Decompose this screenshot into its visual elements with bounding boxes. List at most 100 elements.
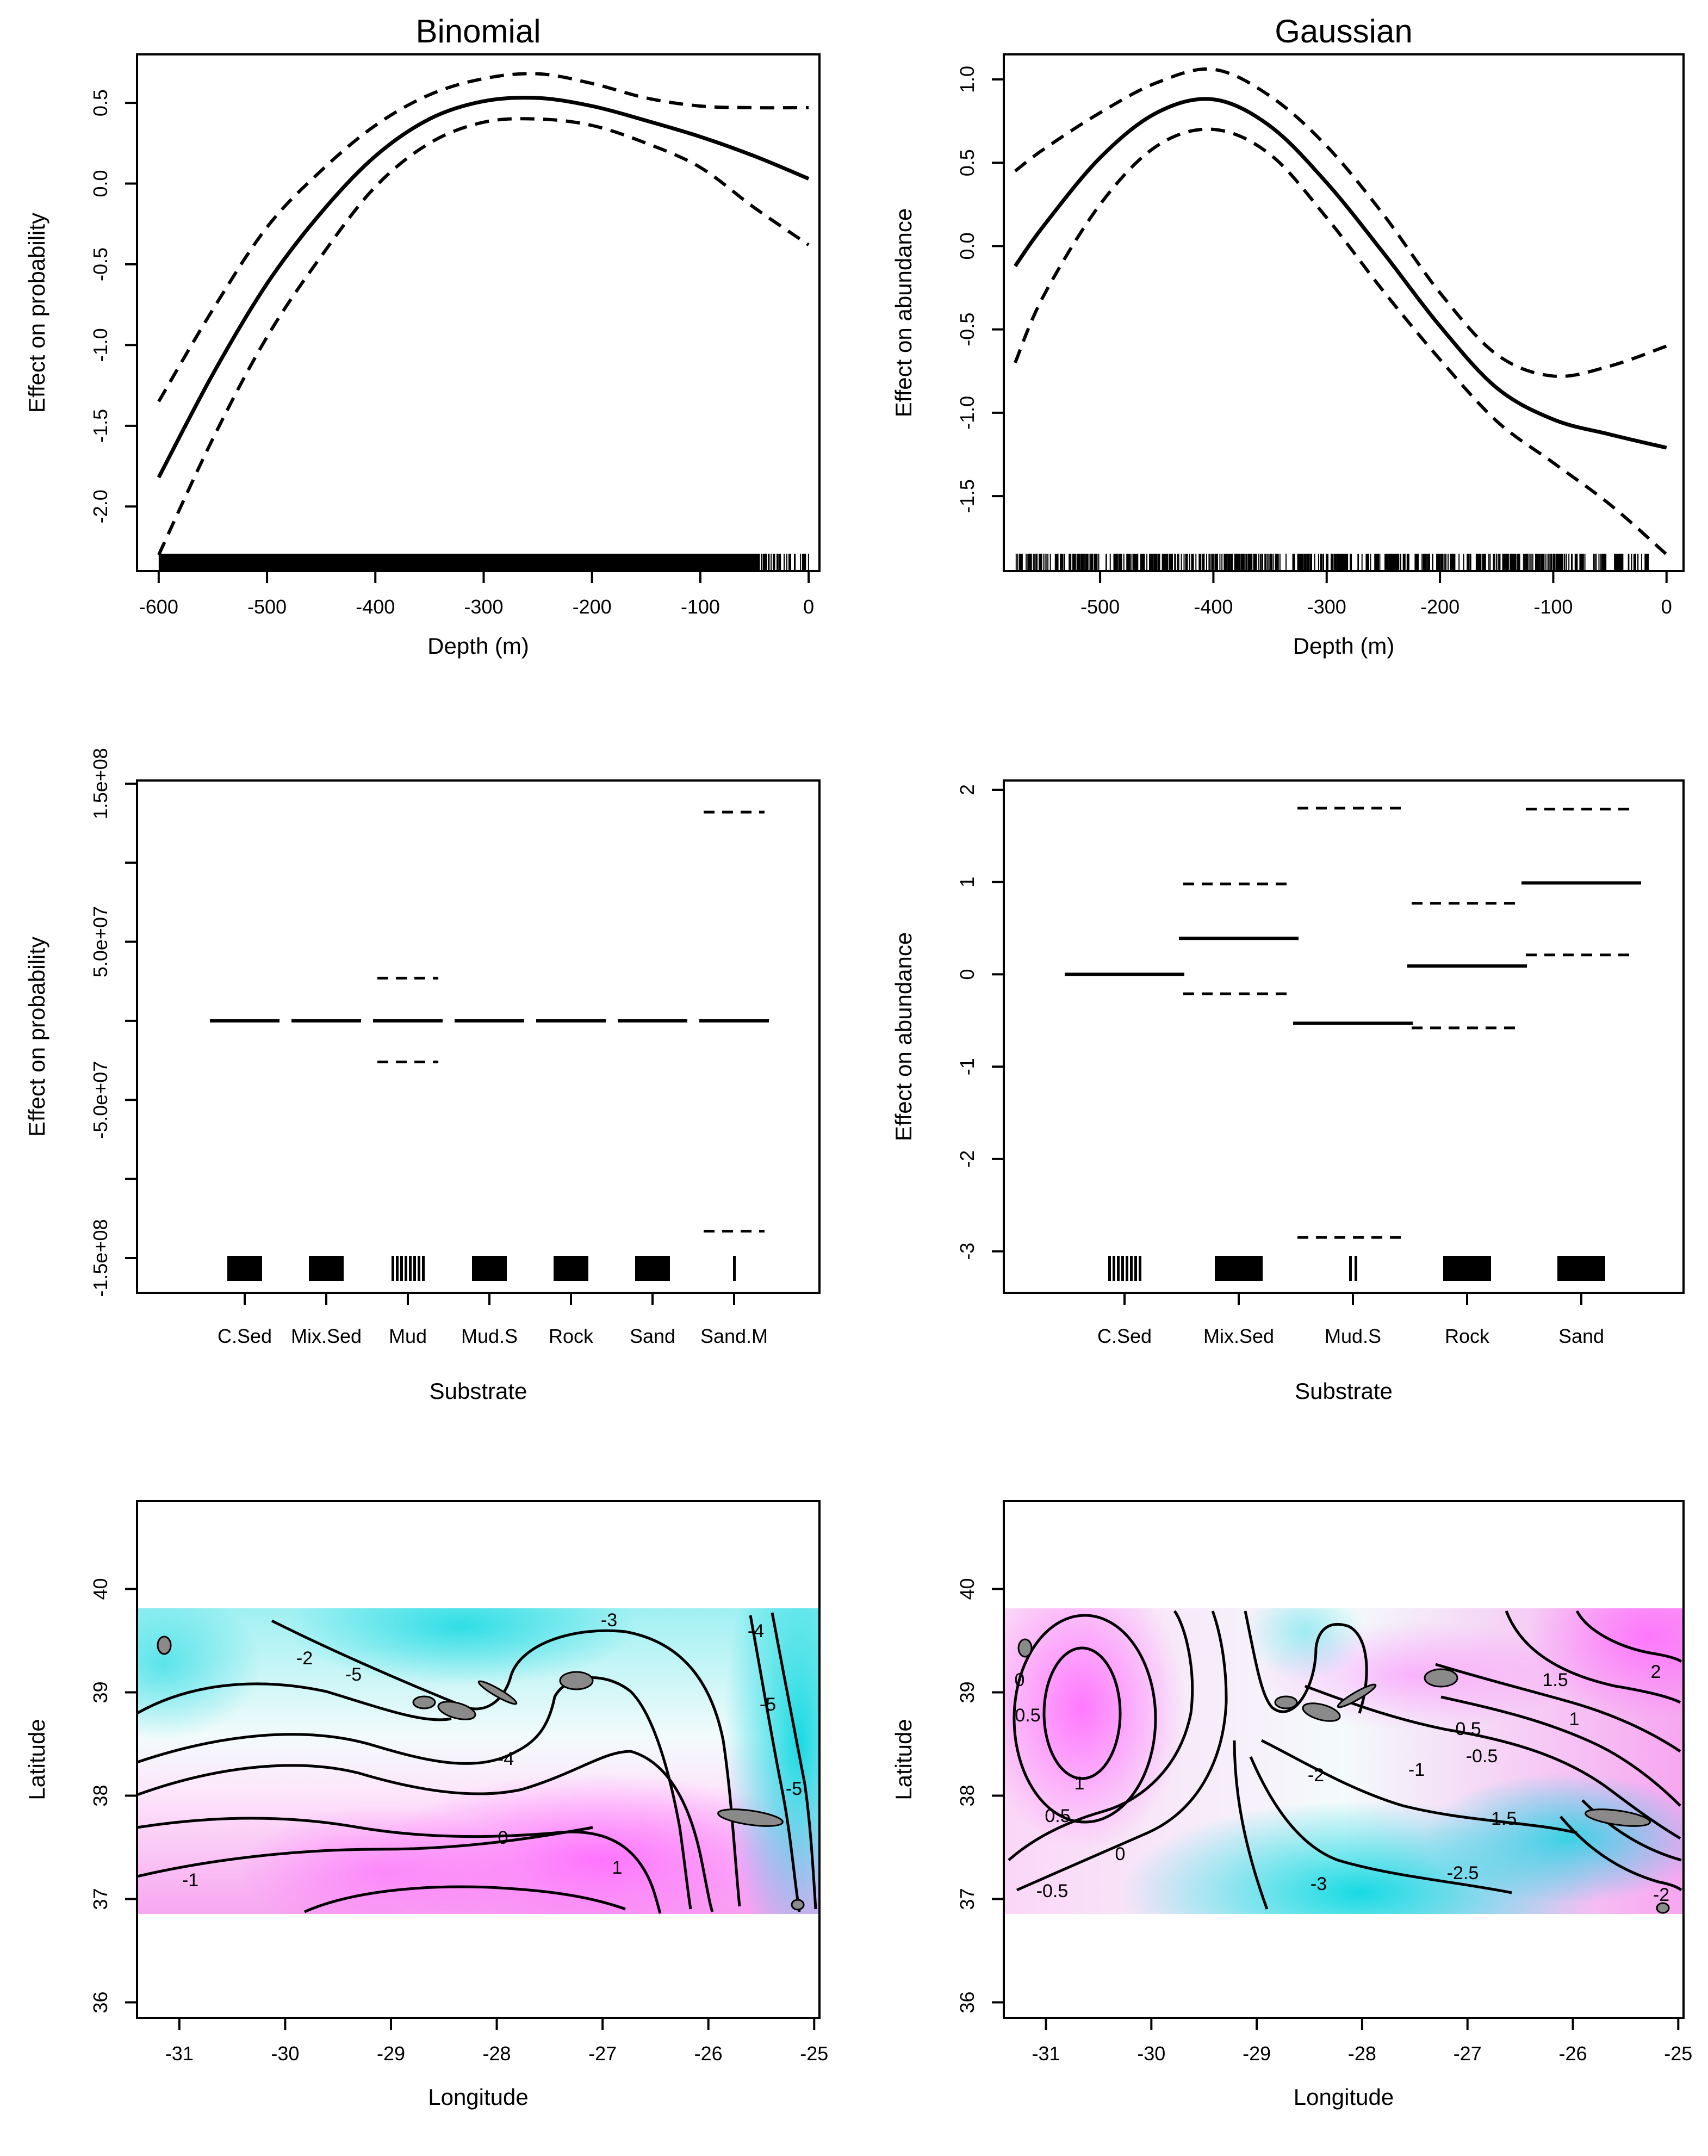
contour-label-text: -1	[182, 1870, 198, 1891]
x-tick-label: -28	[483, 2042, 511, 2065]
y-tick-label: 37	[89, 1888, 111, 1910]
contour-line	[1244, 1610, 1368, 1714]
y-tick-label: -1	[956, 1058, 978, 1075]
contour-label-text: 1	[1569, 1709, 1580, 1730]
x-tick-label: Mix.Sed	[1203, 1325, 1274, 1347]
series-fit-line	[1013, 97, 1667, 450]
contour-label: 1.5	[1542, 1670, 1568, 1690]
contour-label: -2.5	[1447, 1863, 1479, 1884]
x-tick-label: Sand	[1558, 1325, 1604, 1347]
category-mix-sed	[291, 1019, 361, 1281]
contour-label: 0	[498, 1827, 508, 1848]
category-mud	[373, 976, 443, 1281]
x-axis: C.Sed Mix.Sed Mud Mud.S Rock Sand Sand.M	[218, 1293, 768, 1347]
contours-right	[1008, 1610, 1682, 1910]
rug-tick	[400, 1256, 403, 1281]
y-tick-label: -1.5	[89, 409, 111, 443]
x-tick-label: 0	[803, 596, 814, 618]
rug-tick	[1134, 1256, 1137, 1281]
y-tick-label: 0.5	[89, 89, 111, 116]
panel-bottom-left: -31 -30 -29 -28 -27 -26 -253637383940Longitude…	[24, 1500, 828, 2110]
rug-tick	[392, 1256, 394, 1281]
contour-label: -3	[601, 1610, 617, 1631]
panel-top-left: Binomial -600 -500 -400 -300 -200 -100 0 -2.0 -1.…	[24, 13, 821, 659]
y-tick-label: 5.0e+07	[89, 906, 111, 977]
y-tick-label: 1.0	[956, 66, 978, 93]
x-tick-label: -28	[1348, 2042, 1376, 2065]
y-tick-label: 40	[956, 1578, 978, 1600]
series-fit-line	[157, 96, 810, 479]
contour-line	[1042, 1646, 1122, 1780]
rug-tick	[1117, 1256, 1120, 1281]
x-tick-label: -400	[1194, 596, 1233, 618]
islands-left	[157, 1635, 805, 1911]
x-tick-label: C.Sed	[218, 1325, 272, 1347]
y-axis: -1.5 -1.0 -0.5 0.0 0.5 1.0	[956, 66, 1004, 513]
contour-label-text: -1.5	[1485, 1808, 1517, 1829]
contour-label-text: -5	[345, 1664, 362, 1685]
contour-line	[1560, 1816, 1682, 1892]
y-tick-label: 0.0	[89, 170, 111, 197]
plot-frame	[1003, 779, 1685, 1294]
rug-tick	[1355, 1256, 1357, 1281]
x-axis: -600 -500 -400 -300 -200 -100 0	[139, 571, 814, 618]
contour-line	[136, 1676, 692, 1910]
contour-label: -5	[345, 1664, 362, 1685]
rug-block	[227, 1256, 262, 1281]
y-tick-label: -2.0	[89, 490, 111, 523]
rug-tick	[1349, 1256, 1352, 1281]
x-tick-label: Sand.M	[700, 1325, 768, 1347]
contour-line	[136, 1826, 593, 1878]
panel-middle-right: C.Sed Mix.Sed Mud.S Rock Sand -3 -2 -1 0 1 2 Substr…	[891, 779, 1685, 1404]
contour-label: -2	[1653, 1885, 1669, 1905]
panel-title: Gaussian	[1275, 13, 1412, 49]
contour-line	[1505, 1610, 1681, 1704]
contour-label-text: 0.5	[1455, 1719, 1481, 1739]
y-tick-label: -2	[956, 1150, 978, 1168]
rug-tick	[1108, 1256, 1111, 1281]
contour-label: 0	[1115, 1844, 1126, 1864]
x-tick-label: -500	[1080, 596, 1120, 618]
x-tick-label: Mud.S	[1325, 1325, 1381, 1347]
y-axis: -3 -2 -1 0 1 2	[956, 784, 1004, 1260]
contour-label-text: 2	[1651, 1662, 1661, 1682]
x-tick-label: -27	[588, 2042, 617, 2065]
contour-line	[1008, 1610, 1194, 1861]
y-tick-label: 36	[89, 1991, 111, 2013]
contour-label-text: -2	[1653, 1885, 1669, 1905]
series-lower-line	[1014, 127, 1668, 556]
x-axis-label: Longitude	[1294, 2084, 1394, 2110]
x-axis: -500 -400 -300 -200 -100 0	[1080, 571, 1672, 618]
y-tick-label: 39	[89, 1681, 111, 1703]
x-axis: -31 -30 -29 -28 -27 -26 -25	[1032, 2018, 1692, 2065]
x-tick-label: -31	[1032, 2042, 1060, 2065]
rug-tick	[1113, 1256, 1115, 1281]
panel-top-right: Gaussian -500 -400 -300 -200 -100 0 -1.5 -1.0 -0.…	[891, 13, 1685, 659]
x-tick-label: -26	[694, 2042, 723, 2065]
contour-label-text: -0.5	[1036, 1881, 1069, 1901]
y-tick-label: -0.5	[89, 247, 111, 281]
rug-block	[554, 1256, 588, 1281]
x-tick-label: -30	[271, 2042, 299, 2065]
x-tick-label: -25	[800, 2042, 828, 2065]
category-rock	[1407, 902, 1527, 1281]
y-axis: 36 37 38 39 40	[956, 1578, 1004, 2013]
x-tick-label: -25	[1664, 2042, 1692, 2065]
category-rock	[536, 1019, 606, 1281]
y-tick-label: -5.0e+07	[89, 1061, 111, 1139]
contour-label: 0.5	[1015, 1705, 1040, 1726]
y-axis: -2.0 -1.5 -1.0 -0.5 0.0 0.5	[89, 89, 137, 523]
x-tick-label: Rock	[1445, 1325, 1490, 1347]
rug-block	[309, 1256, 344, 1281]
y-tick-label: 37	[956, 1888, 978, 1910]
contour-label: 2	[1651, 1662, 1661, 1682]
series-upper-line	[157, 72, 809, 402]
contour-label-text: -2.5	[1447, 1863, 1479, 1884]
y-tick-label: 2	[956, 784, 978, 795]
contour-label: -5	[760, 1694, 776, 1715]
x-tick-label: -29	[377, 2042, 405, 2065]
rug-tick	[413, 1256, 416, 1281]
x-tick-label: -300	[1307, 596, 1346, 618]
y-tick-label: 0	[956, 969, 978, 980]
contour-line	[271, 1619, 741, 1907]
